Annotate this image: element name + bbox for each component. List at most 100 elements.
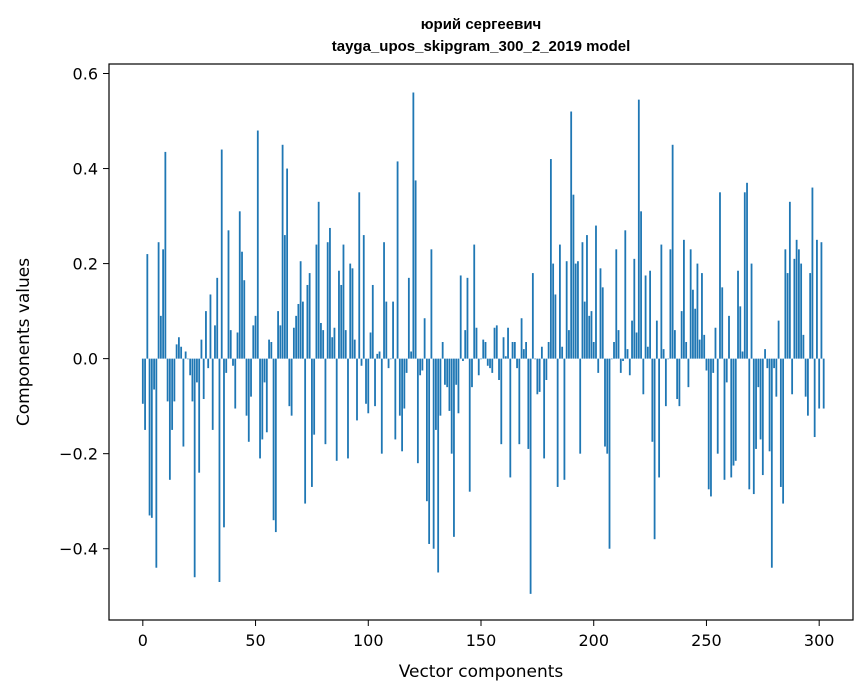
bar [513, 342, 516, 359]
bar [536, 358, 539, 395]
bar [450, 358, 453, 454]
bar [168, 358, 171, 480]
bar [211, 358, 214, 430]
bar [685, 342, 688, 359]
bar [455, 358, 458, 385]
bar [721, 287, 724, 359]
bar [439, 358, 442, 416]
bar [196, 358, 198, 383]
bar [655, 320, 658, 359]
bar [588, 315, 591, 359]
bar [437, 358, 440, 573]
bar [725, 358, 728, 383]
bar [604, 358, 606, 447]
bar [189, 358, 192, 376]
bar [394, 358, 397, 440]
bar [622, 358, 624, 362]
bar [549, 159, 552, 359]
bar [807, 358, 809, 416]
bar [728, 315, 730, 359]
bar [552, 263, 555, 359]
bar [795, 239, 798, 359]
bar [407, 277, 410, 359]
bar [326, 242, 329, 359]
bar [259, 358, 261, 459]
bar [398, 358, 401, 416]
bar [597, 358, 600, 373]
bar [797, 249, 800, 359]
bar [689, 249, 692, 359]
bar [401, 358, 403, 452]
bar [784, 249, 787, 359]
bar [475, 327, 478, 359]
bar [268, 339, 270, 359]
bar [782, 358, 785, 504]
bar [223, 358, 225, 528]
bar [651, 358, 654, 442]
bar [565, 261, 568, 359]
bar [500, 358, 503, 445]
bar [299, 261, 302, 359]
bar [737, 270, 739, 359]
bar [459, 275, 462, 359]
y-tick-label: 0.6 [73, 65, 98, 84]
bar [306, 284, 309, 359]
bar [671, 144, 674, 359]
bar [577, 261, 579, 359]
bar [583, 301, 586, 359]
bar [644, 275, 647, 359]
bar [556, 358, 559, 487]
bar [572, 194, 575, 359]
bar [304, 358, 307, 504]
bar [365, 358, 367, 404]
bar [392, 301, 394, 359]
bar [416, 358, 419, 464]
bar [274, 358, 277, 533]
bar [256, 130, 259, 359]
bar [423, 318, 426, 359]
bar [263, 358, 266, 383]
bar [712, 358, 715, 373]
bar [288, 358, 291, 407]
bar [466, 277, 469, 359]
bar [444, 358, 446, 385]
bar [324, 358, 327, 445]
bar [766, 358, 769, 369]
x-tick-label: 300 [804, 631, 835, 650]
bar [734, 358, 737, 461]
y-axis-label: Components values [14, 258, 34, 426]
bar [531, 273, 534, 359]
bar [678, 358, 681, 407]
bar [486, 358, 489, 366]
bar [649, 270, 651, 359]
bar [613, 342, 615, 359]
bar [664, 358, 667, 407]
bar [748, 358, 751, 490]
bar [624, 230, 627, 359]
bar [595, 225, 597, 359]
bar [360, 358, 363, 366]
bar [773, 358, 775, 369]
bar [640, 211, 642, 359]
bar [568, 330, 570, 359]
bar [435, 358, 437, 430]
x-axis: 0 50 100 150 200 250 300 [138, 620, 835, 650]
bar [601, 287, 604, 359]
bar [540, 346, 543, 359]
bar [232, 358, 234, 366]
bar [209, 294, 212, 359]
bar [635, 332, 638, 359]
bar [703, 334, 706, 359]
bar [818, 358, 821, 409]
y-tick-label: 0.2 [73, 255, 98, 274]
bar [166, 358, 169, 402]
bar [498, 358, 500, 381]
bar [511, 342, 514, 359]
chart-title-line1: юрий сергеевич [421, 16, 542, 33]
bar [187, 358, 189, 360]
bar [311, 358, 313, 487]
bar [791, 358, 794, 395]
bar [637, 99, 640, 359]
bar [687, 358, 690, 388]
bar [543, 358, 546, 459]
